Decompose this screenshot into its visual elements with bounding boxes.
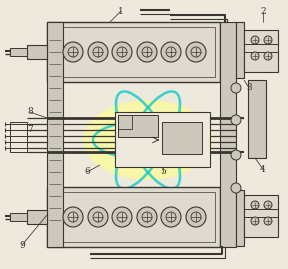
- Bar: [162, 122, 202, 154]
- Circle shape: [251, 217, 259, 225]
- Circle shape: [137, 207, 157, 227]
- Bar: [47, 187, 220, 247]
- Bar: [236, 190, 244, 246]
- Text: 9: 9: [19, 240, 25, 250]
- Bar: [27, 45, 47, 59]
- Circle shape: [264, 201, 272, 209]
- Circle shape: [264, 217, 272, 225]
- Circle shape: [264, 36, 272, 44]
- Text: 1: 1: [118, 6, 124, 16]
- Bar: [244, 195, 278, 237]
- Text: ujhm.com: ujhm.com: [127, 141, 169, 150]
- Bar: [52, 192, 215, 242]
- Circle shape: [137, 42, 157, 62]
- Bar: [236, 22, 244, 78]
- Ellipse shape: [83, 100, 213, 180]
- Text: 7: 7: [27, 126, 33, 134]
- Bar: [118, 115, 132, 129]
- Bar: [47, 22, 63, 247]
- Circle shape: [112, 42, 132, 62]
- Circle shape: [231, 150, 241, 160]
- Bar: [118, 115, 158, 137]
- Circle shape: [251, 201, 259, 209]
- Circle shape: [231, 183, 241, 193]
- Circle shape: [63, 207, 83, 227]
- Circle shape: [161, 42, 181, 62]
- Bar: [27, 210, 47, 224]
- Bar: [115, 112, 210, 167]
- Circle shape: [63, 42, 83, 62]
- Circle shape: [88, 207, 108, 227]
- Text: 2: 2: [260, 8, 266, 16]
- Circle shape: [251, 52, 259, 60]
- Bar: [10, 48, 27, 56]
- Bar: [10, 122, 27, 152]
- Bar: [220, 22, 236, 247]
- Circle shape: [264, 52, 272, 60]
- Bar: [52, 27, 215, 77]
- Text: 6: 6: [84, 168, 90, 176]
- Circle shape: [231, 115, 241, 125]
- Text: 8: 8: [27, 108, 33, 116]
- Circle shape: [161, 207, 181, 227]
- Circle shape: [186, 42, 206, 62]
- Bar: [10, 213, 27, 221]
- Text: 5: 5: [160, 168, 166, 176]
- Text: 4: 4: [260, 165, 266, 174]
- Circle shape: [143, 135, 153, 145]
- Circle shape: [231, 83, 241, 93]
- Bar: [248, 80, 266, 158]
- Text: 3: 3: [246, 83, 252, 93]
- Circle shape: [186, 207, 206, 227]
- Circle shape: [251, 36, 259, 44]
- Circle shape: [88, 42, 108, 62]
- Bar: [47, 22, 220, 82]
- Circle shape: [112, 207, 132, 227]
- Bar: [244, 30, 278, 72]
